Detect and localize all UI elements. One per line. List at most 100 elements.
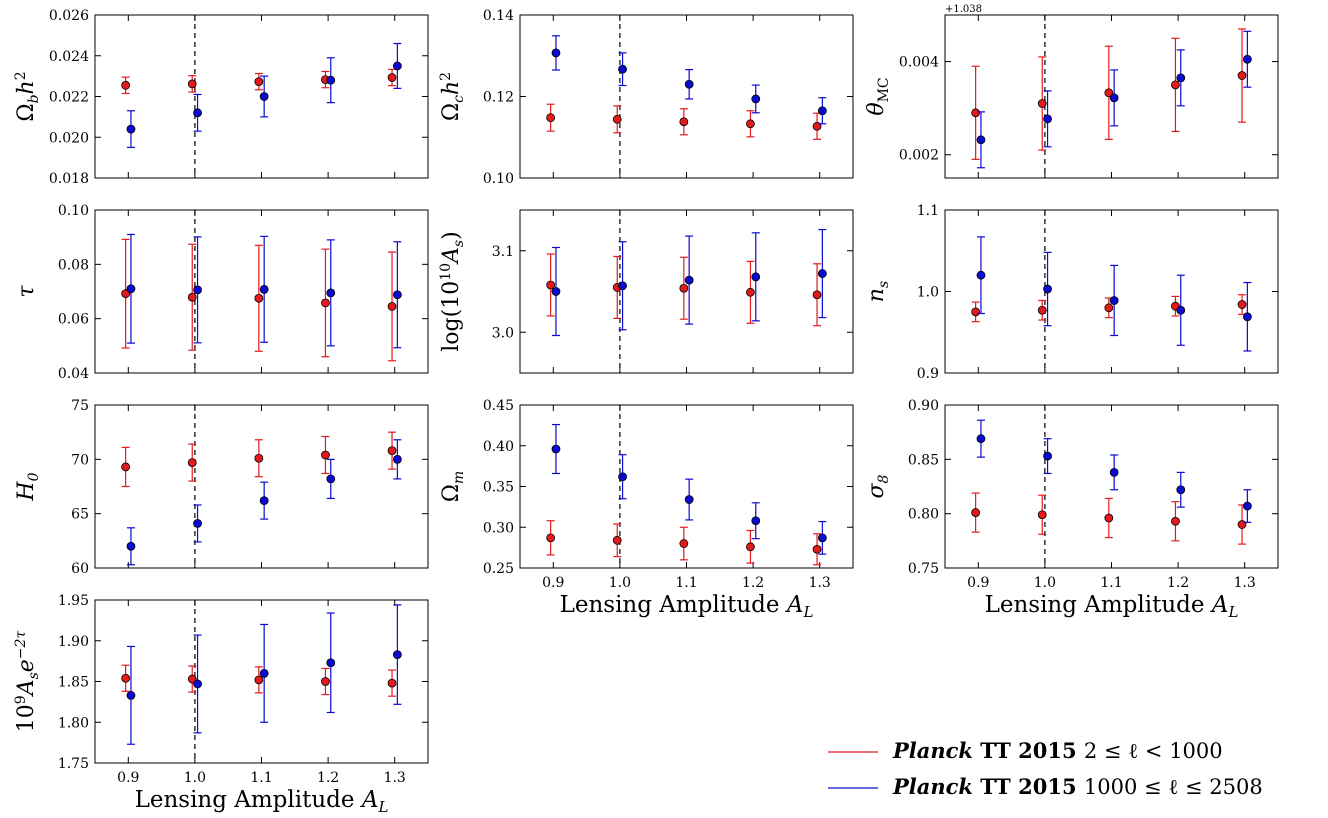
series-low-ell bbox=[121, 238, 397, 362]
data-point bbox=[392, 290, 402, 300]
panel-omega_b: 0.018 0.020 0.022 0.024 0.026 Ωbh2 bbox=[13, 8, 429, 187]
data-point bbox=[1171, 80, 1180, 90]
series-high-ell bbox=[976, 236, 1252, 352]
data-point bbox=[254, 77, 264, 87]
data-point bbox=[187, 79, 197, 89]
data-point bbox=[746, 287, 755, 297]
y-tick-label: 65 bbox=[71, 507, 89, 523]
y-tick-label: 0.10 bbox=[58, 203, 89, 219]
x-tick-label: 1.2 bbox=[317, 770, 339, 786]
y-tick-label: 0.85 bbox=[908, 452, 939, 468]
y-tick-label: 0.12 bbox=[483, 90, 514, 106]
y-tick-label: 1.80 bbox=[58, 715, 89, 731]
panel-ns: 0.9 1.0 1.1 ns bbox=[864, 203, 1279, 382]
series-low-ell bbox=[971, 28, 1247, 160]
data-point bbox=[971, 108, 981, 118]
data-point bbox=[812, 544, 822, 554]
data-point bbox=[546, 280, 556, 290]
data-point bbox=[1037, 510, 1047, 520]
data-point bbox=[187, 674, 197, 684]
data-point bbox=[1237, 520, 1247, 529]
data-point bbox=[684, 275, 694, 285]
data-point bbox=[812, 290, 822, 300]
series-high-ell bbox=[126, 42, 402, 149]
y-tick-label: 75 bbox=[71, 398, 89, 414]
y-tick-label: 0.024 bbox=[49, 49, 89, 65]
data-point bbox=[387, 73, 397, 82]
data-point bbox=[326, 658, 336, 668]
panel-tau: 0.04 0.06 0.08 0.10 τ bbox=[14, 203, 429, 382]
x-tick-label: 1.2 bbox=[742, 575, 764, 591]
data-point bbox=[976, 434, 986, 444]
y-axis-label: H0 bbox=[14, 472, 42, 501]
data-point bbox=[1109, 467, 1119, 477]
data-point bbox=[126, 690, 136, 700]
y-tick-label: 3.0 bbox=[492, 325, 514, 341]
legend-entry-label: Planck TT 2015 1000 ≤ ℓ ≤ 2508 bbox=[892, 774, 1263, 799]
data-point bbox=[546, 533, 556, 543]
data-point bbox=[1242, 54, 1252, 64]
y-tick-label: 60 bbox=[71, 561, 89, 577]
data-point bbox=[1171, 516, 1180, 526]
series-high-ell bbox=[551, 35, 827, 125]
series-low-ell bbox=[546, 253, 822, 327]
x-axis-label: Lensing Amplitude AL bbox=[560, 592, 814, 621]
data-point bbox=[1109, 296, 1119, 305]
y-tick-label: 0.75 bbox=[908, 561, 939, 577]
data-point bbox=[1043, 114, 1052, 124]
y-axis-label: ns bbox=[864, 281, 892, 302]
data-point bbox=[1242, 312, 1252, 322]
data-point bbox=[254, 293, 264, 303]
data-point bbox=[1176, 73, 1186, 83]
y-tick-label: 0.018 bbox=[49, 171, 89, 187]
x-tick-label: 1.3 bbox=[809, 575, 831, 591]
y-axis-label: Ωbh2 bbox=[13, 71, 42, 121]
y-tick-label: 0.022 bbox=[49, 90, 89, 106]
data-point bbox=[546, 113, 556, 123]
y-axis-label: Ωm bbox=[439, 471, 467, 503]
data-point bbox=[1237, 71, 1247, 80]
x-axis-label: Lensing Amplitude AL bbox=[135, 787, 389, 816]
axes-frame bbox=[94, 404, 429, 569]
data-point bbox=[387, 678, 397, 688]
data-point bbox=[1043, 284, 1052, 294]
x-tick-label: 0.9 bbox=[542, 575, 564, 591]
y-tick-label: 0.14 bbox=[483, 8, 514, 24]
axes-frame bbox=[519, 14, 854, 179]
data-point bbox=[618, 472, 627, 482]
y-tick-label: 0.020 bbox=[49, 130, 89, 146]
data-point bbox=[121, 462, 131, 472]
y-tick-label: 0.08 bbox=[58, 257, 89, 273]
y-tick-label: 0.80 bbox=[908, 507, 939, 523]
data-point bbox=[551, 287, 561, 296]
y-tick-label: 0.25 bbox=[483, 561, 514, 577]
data-point bbox=[187, 292, 197, 302]
data-point bbox=[679, 117, 689, 127]
y-tick-label: 70 bbox=[71, 452, 89, 468]
y-tick-label: 0.45 bbox=[483, 398, 514, 414]
y-tick-label: 0.35 bbox=[483, 480, 514, 496]
data-point bbox=[126, 124, 136, 134]
series-high-ell bbox=[976, 30, 1252, 169]
data-point bbox=[1104, 303, 1114, 313]
data-point bbox=[1043, 451, 1052, 461]
axes-frame bbox=[944, 209, 1279, 374]
data-point bbox=[259, 668, 269, 678]
y-tick-label: 1.1 bbox=[917, 203, 939, 219]
data-point bbox=[326, 75, 336, 85]
data-point bbox=[321, 450, 330, 460]
data-point bbox=[259, 284, 269, 294]
data-point bbox=[392, 650, 402, 660]
y-tick-label: 0.10 bbox=[483, 171, 514, 187]
x-tick-label: 1.1 bbox=[1100, 575, 1122, 591]
data-point bbox=[1104, 513, 1114, 523]
data-point bbox=[746, 542, 755, 552]
y-axis-label: 109Ase−2τ bbox=[13, 631, 42, 733]
data-point bbox=[254, 453, 264, 463]
y-axis-label: Ωch2 bbox=[438, 72, 467, 121]
y-tick-label: 0.026 bbox=[49, 8, 89, 24]
data-point bbox=[551, 48, 561, 58]
data-point bbox=[817, 533, 827, 543]
y-tick-label: 0.06 bbox=[58, 312, 89, 328]
